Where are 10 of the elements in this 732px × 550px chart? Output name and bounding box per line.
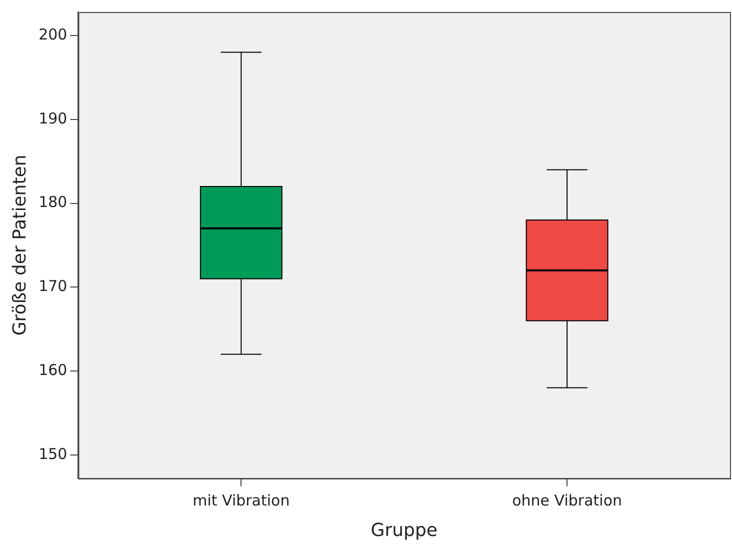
y-axis-title: Größe der Patienten: [9, 154, 30, 336]
y-tick-label: 180: [38, 193, 68, 212]
y-tick-label: 200: [38, 25, 68, 44]
x-axis-title: Gruppe: [370, 520, 438, 541]
x-tick-label: mit Vibration: [192, 491, 290, 510]
y-tick-label: 160: [38, 360, 68, 379]
x-tick-label: ohne Vibration: [512, 491, 622, 510]
y-tick-label: 190: [38, 109, 68, 128]
y-tick-label: 150: [38, 444, 68, 463]
y-tick-label: 170: [38, 277, 68, 296]
